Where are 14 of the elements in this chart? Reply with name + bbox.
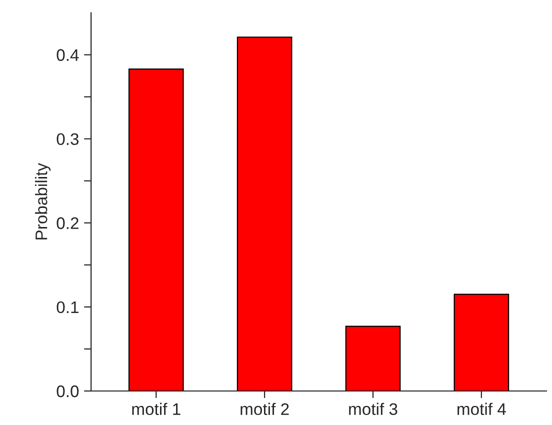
bar [345,326,401,391]
x-tick-label: motif 1 [132,402,180,416]
bar [128,68,184,391]
y-tick-label: 0.1 [56,301,78,314]
y-tick-label: 0.0 [56,385,79,398]
y-tick-label: 0.4 [56,49,79,61]
y-axis-title: Probability [35,162,51,240]
x-tick-label: motif 4 [458,402,506,416]
bar [236,36,292,391]
y-tick-label: 0.3 [56,133,79,146]
y-tick-label: 0.2 [56,217,78,230]
bar [454,294,510,391]
x-tick-label: motif 3 [349,402,398,416]
x-tick-label: motif 2 [240,402,289,416]
